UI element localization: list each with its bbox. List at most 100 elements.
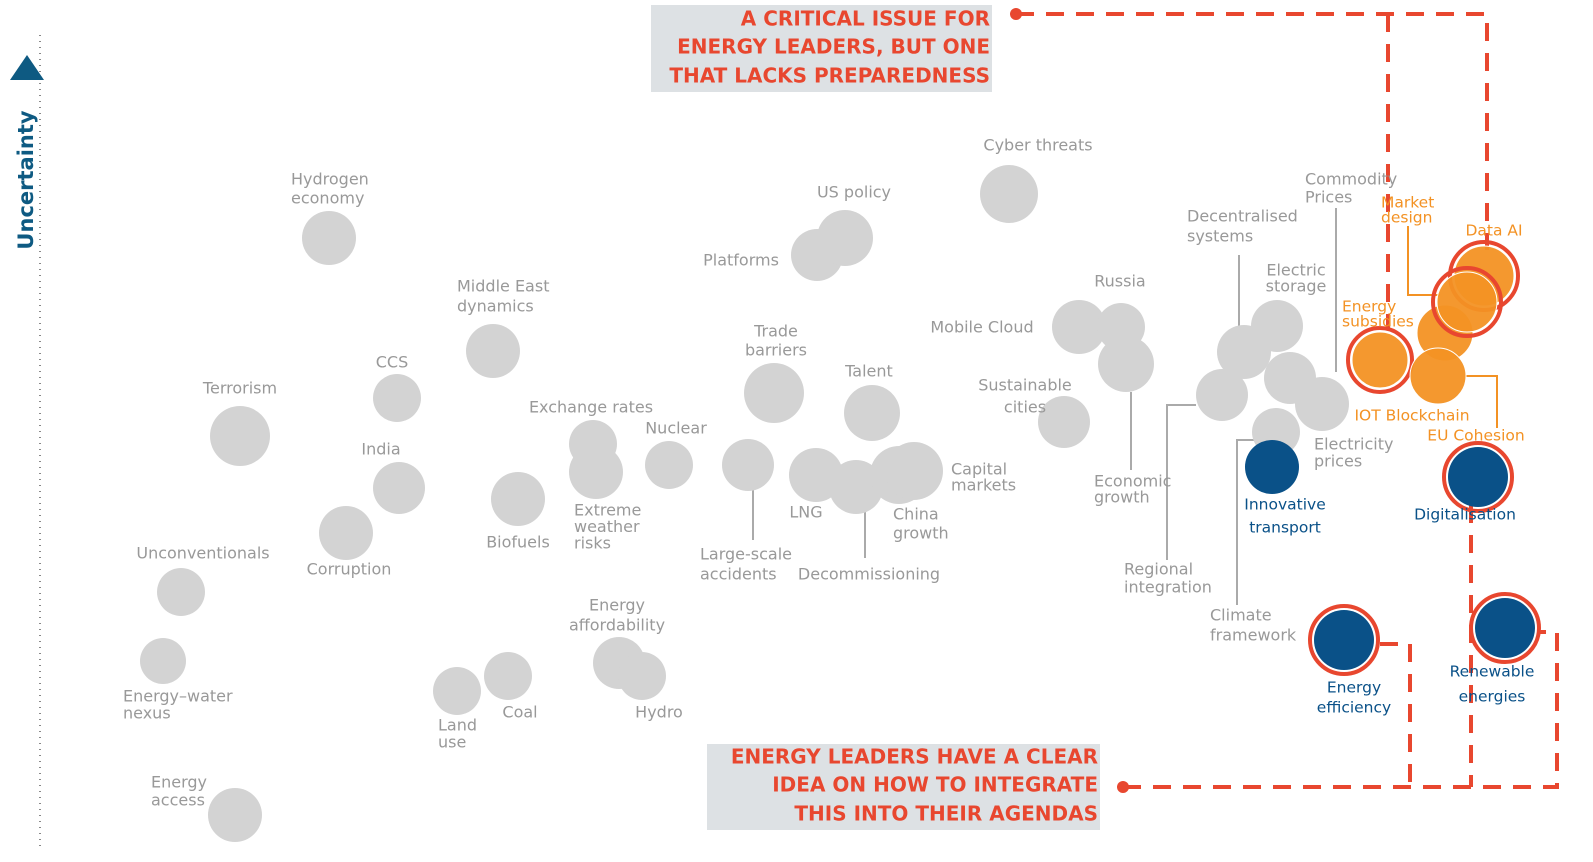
callout-text: ENERGY LEADERS HAVE A CLEAR <box>731 745 1098 769</box>
node-label: China <box>893 505 939 524</box>
node-label: barriers <box>745 341 807 360</box>
node-label: CCS <box>376 353 409 372</box>
callout-text: ENERGY LEADERS, BUT ONE <box>677 35 990 59</box>
callout-box <box>651 5 992 92</box>
highlight-ring <box>1469 592 1541 664</box>
highlight-ring <box>1431 266 1503 338</box>
node-label: access <box>151 791 205 810</box>
bubble <box>210 406 270 466</box>
bubble <box>302 211 356 265</box>
bubble <box>484 652 532 700</box>
callout-dot <box>1010 8 1022 20</box>
node-label: integration <box>1124 578 1212 597</box>
callout-box <box>707 744 1100 830</box>
node-label: Exchange rates <box>529 398 653 417</box>
bubble <box>1052 300 1106 354</box>
node-label: Energy <box>151 773 207 792</box>
node-label: use <box>438 733 466 752</box>
node-label: Energy <box>1342 298 1396 316</box>
bubble <box>491 472 545 526</box>
node-label: Trade <box>753 322 798 341</box>
bubbles <box>140 165 1541 842</box>
bubble <box>1351 331 1409 389</box>
node-label: energies <box>1459 688 1526 706</box>
node-label: Energy <box>589 596 645 615</box>
bubble <box>1196 369 1248 421</box>
node-label: India <box>361 440 400 459</box>
node-label: Regional <box>1124 560 1193 579</box>
bubble <box>618 652 666 700</box>
node-label: Cyber threats <box>983 136 1092 155</box>
bubble <box>208 788 262 842</box>
bubble <box>722 439 774 491</box>
bubble <box>1314 610 1374 670</box>
bubble <box>319 506 373 560</box>
callout-text: A CRITICAL ISSUE FOR <box>741 7 990 31</box>
node-label: Commodity <box>1305 170 1397 189</box>
node-label: transport <box>1249 519 1321 537</box>
bubble <box>373 462 425 514</box>
node-label: Russia <box>1094 272 1145 291</box>
node-label: Energy <box>1327 679 1381 697</box>
callout-text: THAT LACKS PREPAREDNESS <box>669 64 990 88</box>
bubble <box>433 667 481 715</box>
node-label: Market <box>1381 194 1434 212</box>
node-label: LNG <box>789 503 822 522</box>
bubble <box>645 441 693 489</box>
bubble <box>157 568 205 616</box>
node-label: Mobile Cloud <box>930 318 1033 337</box>
node-label: Prices <box>1305 188 1352 207</box>
node-label: prices <box>1314 452 1362 471</box>
bubble <box>817 210 873 266</box>
node-label: US policy <box>817 183 891 202</box>
node-label: Climate <box>1210 606 1272 625</box>
node-label: Hydrogen <box>291 170 369 189</box>
node-label: Economic <box>1094 472 1171 491</box>
axis-label: Uncertainty <box>14 110 38 249</box>
node-label: growth <box>893 524 949 543</box>
node-label: Data AI <box>1465 222 1522 240</box>
node-label: Energy–water <box>123 687 233 706</box>
node-label: accidents <box>700 565 777 584</box>
node-label: Innovative <box>1244 496 1325 514</box>
node-label: Decentralised <box>1187 207 1298 226</box>
bubble <box>980 165 1038 223</box>
node-label: affordability <box>569 616 665 635</box>
node-label: Digitalisation <box>1414 506 1516 524</box>
node-label: Corruption <box>307 560 392 579</box>
bubble <box>744 363 804 423</box>
bubble <box>1295 377 1349 431</box>
bubble <box>569 445 623 499</box>
node-label: Capital <box>951 460 1007 479</box>
node-label: Coal <box>502 703 537 722</box>
node-label: Platforms <box>703 251 779 270</box>
callout-text: THIS INTO THEIR AGENDAS <box>794 802 1098 826</box>
node-label: markets <box>951 476 1016 495</box>
bubble <box>829 460 883 514</box>
bubble <box>1448 447 1508 507</box>
node-label: Large-scale <box>700 545 792 564</box>
node-label: dynamics <box>457 297 534 316</box>
callout-dot <box>1117 781 1129 793</box>
node-label: IOT Blockchain <box>1354 407 1469 425</box>
bubble <box>373 374 421 422</box>
node-label: framework <box>1210 626 1297 645</box>
node-label: cities <box>1004 398 1046 417</box>
node-label: Unconventionals <box>136 544 269 563</box>
node-label: nexus <box>123 704 171 723</box>
leader-lines-orange <box>1407 226 1498 428</box>
node-label: economy <box>291 189 364 208</box>
bubble <box>466 324 520 378</box>
node-label: Decommissioning <box>798 565 940 584</box>
leader-lines <box>752 208 1337 605</box>
node-label: Middle East <box>457 277 549 296</box>
node-label: design <box>1381 209 1432 227</box>
bubble <box>1475 598 1535 658</box>
highlight-ring <box>1346 326 1414 394</box>
node-label: Electric <box>1266 261 1325 280</box>
node-label: Nuclear <box>645 419 707 438</box>
bubble <box>1245 440 1299 494</box>
bubble <box>1409 347 1467 405</box>
